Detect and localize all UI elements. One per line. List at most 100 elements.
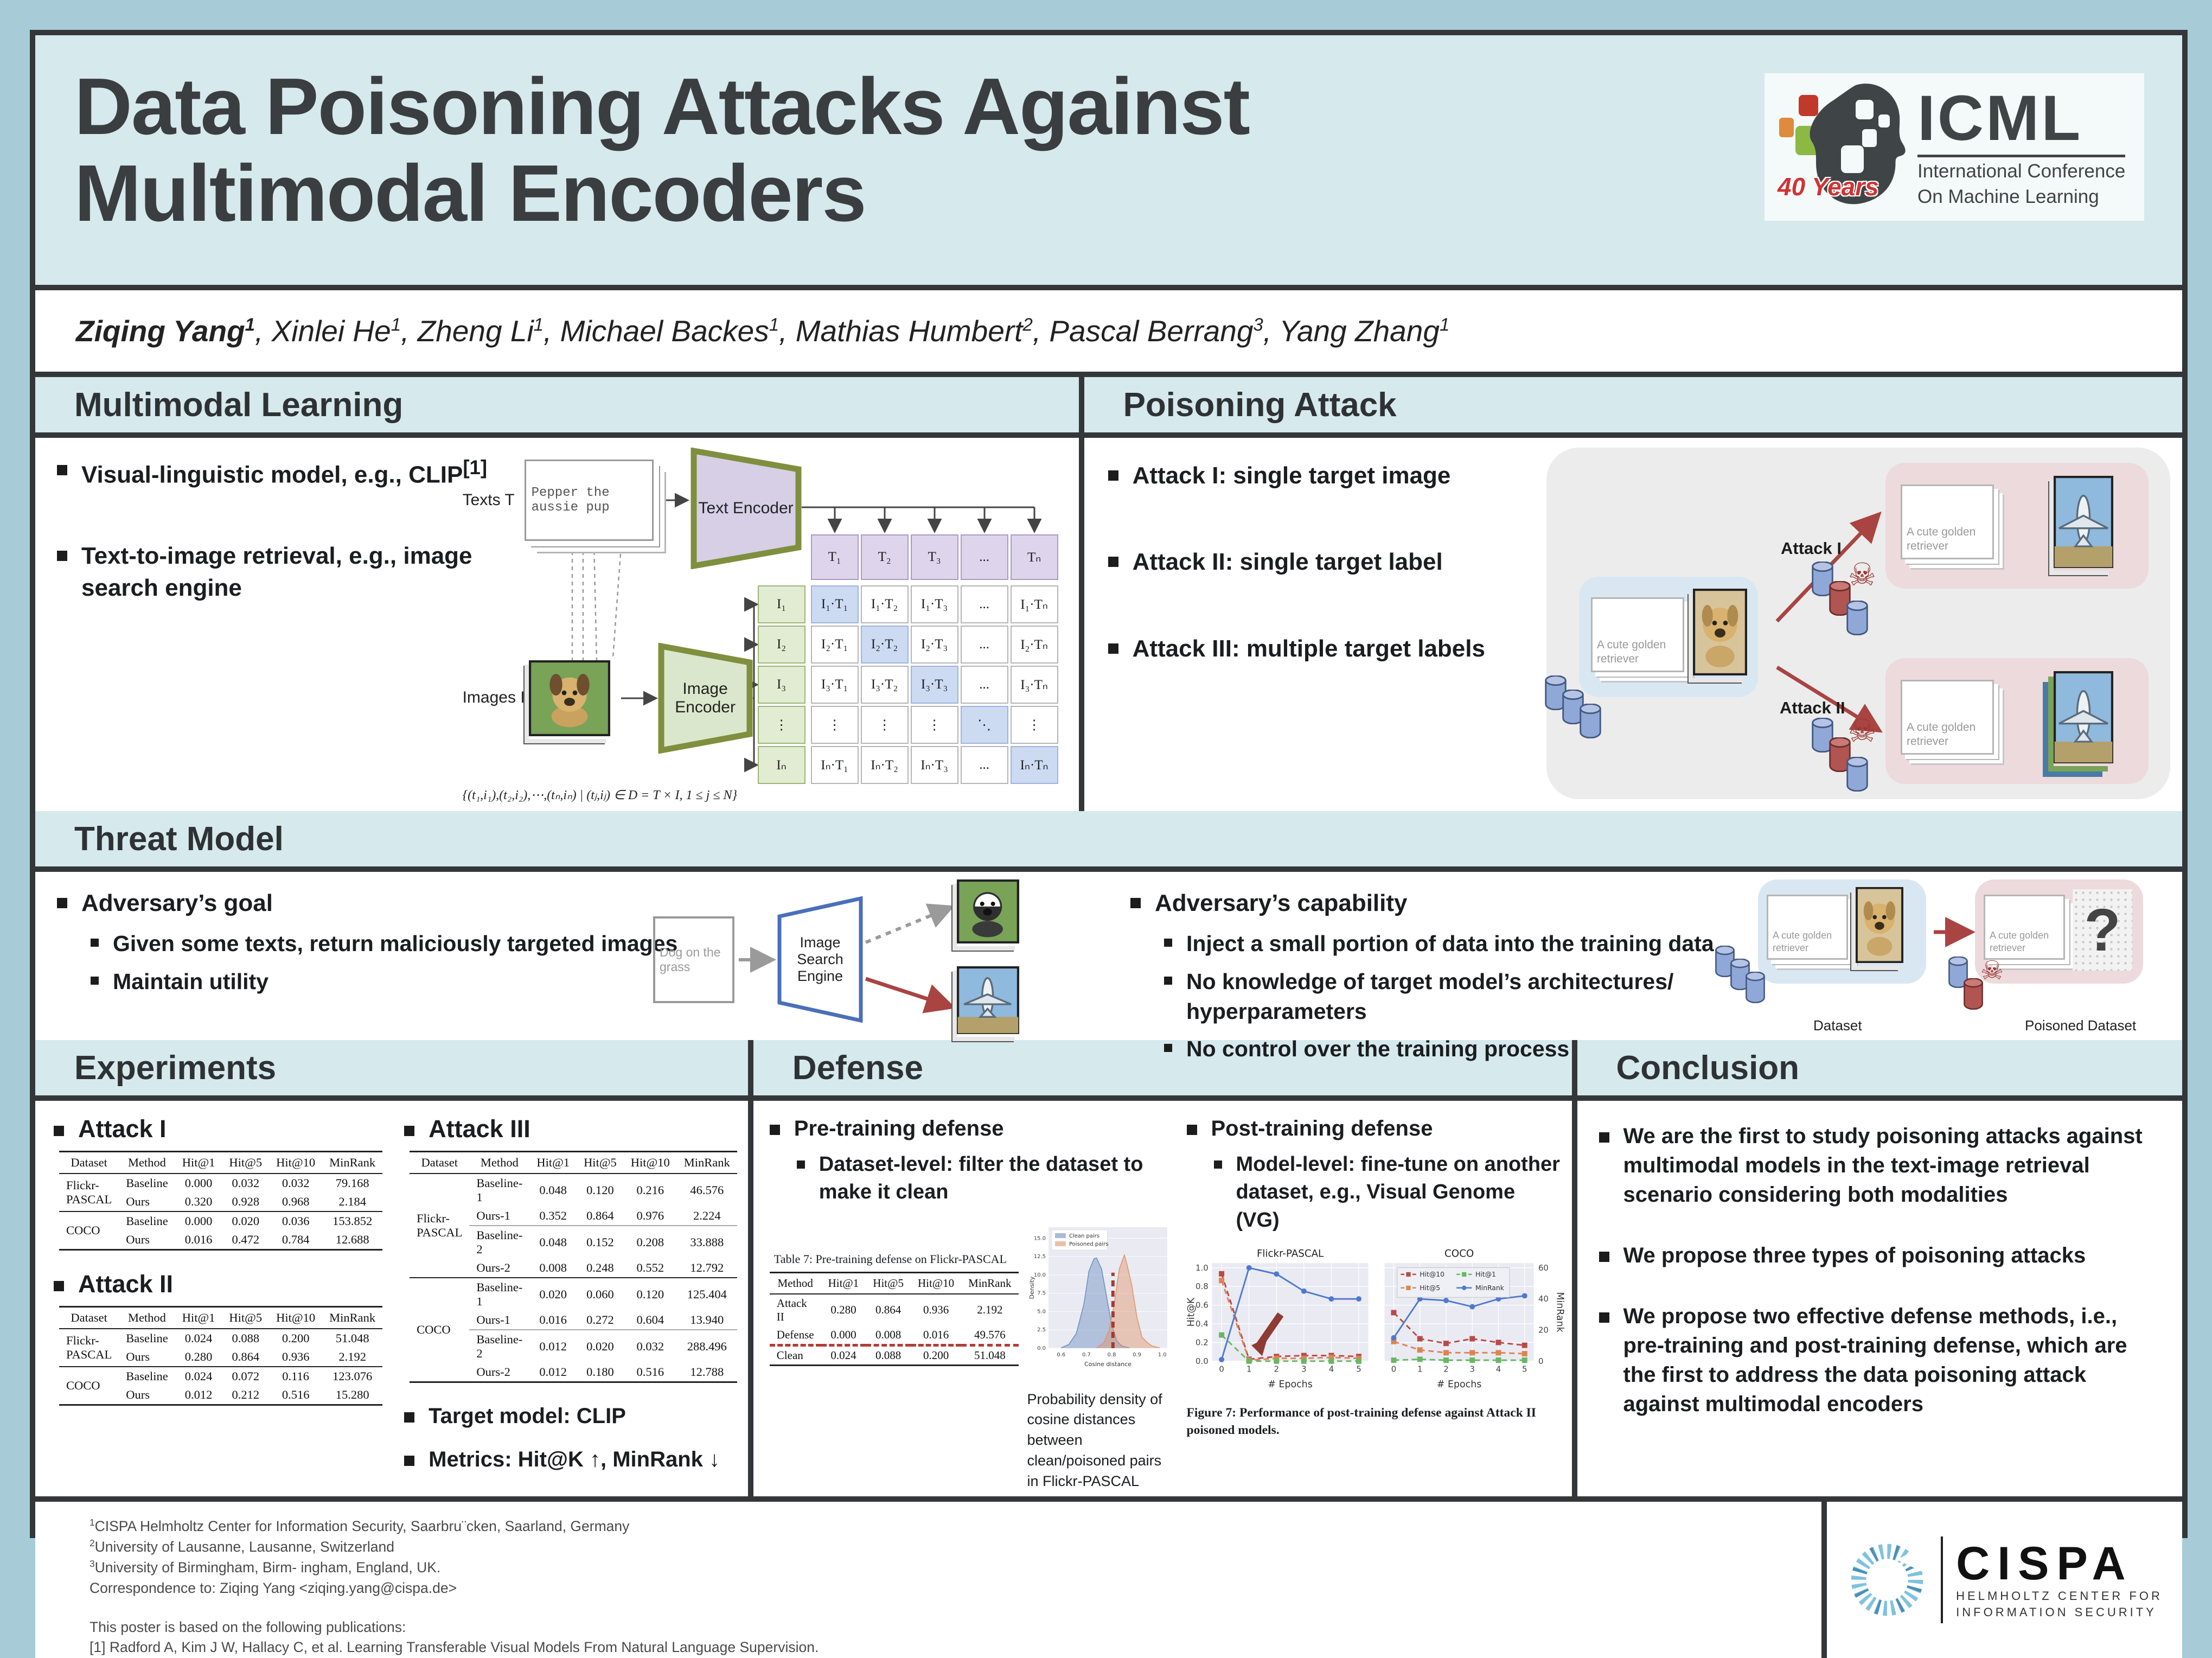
- svg-text:Poisoned pairs: Poisoned pairs: [1069, 1241, 1109, 1247]
- svg-text:0.0: 0.0: [1195, 1356, 1209, 1366]
- svg-text:MinRank: MinRank: [1475, 1284, 1504, 1292]
- publication-1: [1] Radford A, Kim J W, Hallacy C, et al…: [89, 1639, 819, 1656]
- svg-text:0: 0: [1538, 1356, 1543, 1366]
- attack1-label: Attack I: [1781, 539, 1842, 558]
- section-header-multimodal: Multimodal Learning: [35, 377, 1079, 438]
- matrix-cell: ⋱: [960, 706, 1008, 744]
- col-header: MinRank: [676, 1151, 737, 1174]
- text-embedding-row: T₁ T₂ T₃... Tₙ: [810, 534, 1058, 580]
- svg-text:7.5: 7.5: [1037, 1290, 1046, 1296]
- poison-database-icons: [1948, 956, 1985, 1010]
- table-row: Ours-2 0.012 0.180 0.516 12.788: [410, 1363, 737, 1382]
- table-row: Ours 0.016 0.472 0.784 12.688: [59, 1230, 382, 1250]
- table-cell: Ours: [126, 1388, 150, 1401]
- table-cell: 2.184: [338, 1195, 366, 1208]
- cispa-logo: CISPA HELMHOLTZ CENTER FOR INFORMATION S…: [1821, 1501, 2182, 1658]
- svg-text:0.8: 0.8: [1107, 1352, 1116, 1358]
- svg-text:20: 20: [1538, 1325, 1548, 1335]
- table-cell: 0.012: [529, 1329, 577, 1363]
- col-header: Hit@1: [175, 1306, 222, 1329]
- table-cell: 0.280: [184, 1350, 213, 1363]
- bullet-icon: [404, 1126, 415, 1136]
- poster-title-line2: Multimodal Encoders: [74, 148, 867, 238]
- svg-text:Hit@K: Hit@K: [1187, 1297, 1197, 1327]
- table-cell: 46.576: [676, 1173, 737, 1207]
- dataset-cell: COCO: [410, 1277, 470, 1382]
- table-cell: 0.552: [636, 1261, 664, 1274]
- table-cell: 0.200: [923, 1348, 949, 1362]
- svg-text:0.7: 0.7: [1082, 1352, 1090, 1358]
- table-cell: 0.200: [269, 1328, 323, 1348]
- density-caption: Probability density of cosine distances …: [1027, 1391, 1162, 1489]
- table-cell: Ours: [126, 1350, 150, 1363]
- col-header: Method: [119, 1151, 175, 1174]
- dog-image: [1855, 887, 1904, 966]
- dataset-cell: COCO: [59, 1211, 119, 1250]
- section-poisoning-attack: Poisoning Attack Attack I: single target…: [1078, 377, 2182, 811]
- matrix-cell: Tₙ: [1010, 534, 1058, 580]
- author: Zheng Li1: [401, 314, 544, 348]
- table-cell: 0.048: [529, 1225, 577, 1259]
- table-cell: 0.116: [269, 1366, 323, 1386]
- svg-text:0.6: 0.6: [1057, 1352, 1065, 1358]
- bullet-icon: [1164, 976, 1172, 985]
- query-card: Dog on the grass: [653, 916, 734, 1003]
- svg-text:4: 4: [1328, 1364, 1333, 1374]
- cispa-ring-icon: [1851, 1544, 1928, 1616]
- attack3-title: Attack III: [429, 1115, 530, 1143]
- dataset-poisoning-diagram: A cute golden retriever Dataset A cute g…: [1715, 875, 2177, 1038]
- capability-title: Adversary’s capability: [1155, 890, 1408, 916]
- matrix-cell: I₂·Tₙ: [1010, 626, 1058, 664]
- skull-icon: ☠: [1848, 712, 1876, 749]
- dog-image: [1692, 588, 1748, 678]
- clip-arrows: [571, 493, 1042, 773]
- attack2-label: Attack II: [1780, 698, 1845, 717]
- matrix-cell: ⋮: [810, 706, 859, 744]
- text-encoder: Text Encoder: [691, 447, 802, 570]
- table-cell: 12.788: [690, 1365, 724, 1379]
- svg-text:5: 5: [1522, 1364, 1527, 1374]
- table-cell: 0.016: [184, 1233, 213, 1246]
- svg-text:2: 2: [1443, 1364, 1448, 1374]
- table-cell: 33.888: [676, 1225, 737, 1259]
- svg-text:4: 4: [1495, 1364, 1500, 1374]
- svg-text:1.0: 1.0: [1195, 1263, 1209, 1273]
- matrix-cell: I₁·Tₙ: [1010, 585, 1058, 623]
- table-cell: 12.688: [335, 1233, 369, 1246]
- table-cell: 0.032: [623, 1329, 677, 1363]
- author: Michael Backes1: [544, 314, 779, 348]
- table-cell: 0.008: [866, 1325, 911, 1347]
- col-header: MinRank: [961, 1271, 1019, 1294]
- table-cell: 15.280: [335, 1388, 369, 1401]
- table-cell: 0.604: [636, 1313, 664, 1327]
- table-cell: 123.076: [322, 1366, 383, 1386]
- svg-text:5.0: 5.0: [1037, 1309, 1046, 1315]
- svg-text:0.8: 0.8: [1195, 1281, 1209, 1291]
- table-cell: 0.024: [830, 1348, 856, 1362]
- fig7-flickr-chart: 0 1 2 3 4 5 0.0 0.2 0.4 0.6 0.8 1.0 Flickr-PASCAL # E…: [1187, 1248, 1369, 1390]
- svg-text:2.5: 2.5: [1037, 1327, 1046, 1333]
- table-cell: 0.036: [269, 1211, 323, 1230]
- affiliation-1: 1CISPA Helmholtz Center for Information …: [89, 1516, 630, 1534]
- table-cell: 0.208: [623, 1225, 677, 1259]
- col-header: Hit@1: [175, 1151, 222, 1174]
- table-cell: 0.032: [222, 1173, 270, 1193]
- poster-title-line1: Data Poisoning Attacks Against: [74, 62, 1250, 151]
- svg-text:2: 2: [1274, 1364, 1278, 1374]
- cispa-name: CISPA: [1956, 1537, 2133, 1590]
- matrix-cell: I₁·T₁: [810, 585, 859, 623]
- bullet-icon: [769, 1125, 780, 1135]
- table-cell: 0.120: [623, 1277, 677, 1311]
- conclusion-bullet-1: We are the first to study poisoning atta…: [1623, 1124, 2143, 1207]
- affiliation-2: 2University of Lausanne, Lausanne, Switz…: [89, 1538, 394, 1555]
- table-row: Attack II 0.280 0.864 0.936 2.192: [770, 1294, 1019, 1326]
- image-embedding-column: I₁ I₂ I₃ ⋮ Iₙ: [757, 585, 805, 784]
- matrix-cell: I₁·T₂: [860, 585, 909, 623]
- table-cell: 79.168: [322, 1173, 383, 1193]
- caption-cards: A cute golden retriever: [1901, 484, 1994, 559]
- icml-years: 40 Years: [1778, 173, 1879, 201]
- table-cell: 0.976: [636, 1209, 664, 1222]
- svg-text:60: 60: [1538, 1263, 1548, 1273]
- conclusion-bullet-3: We propose two effective defense methods…: [1623, 1304, 2127, 1416]
- cispa-sub2: INFORMATION SECURITY: [1956, 1605, 2157, 1619]
